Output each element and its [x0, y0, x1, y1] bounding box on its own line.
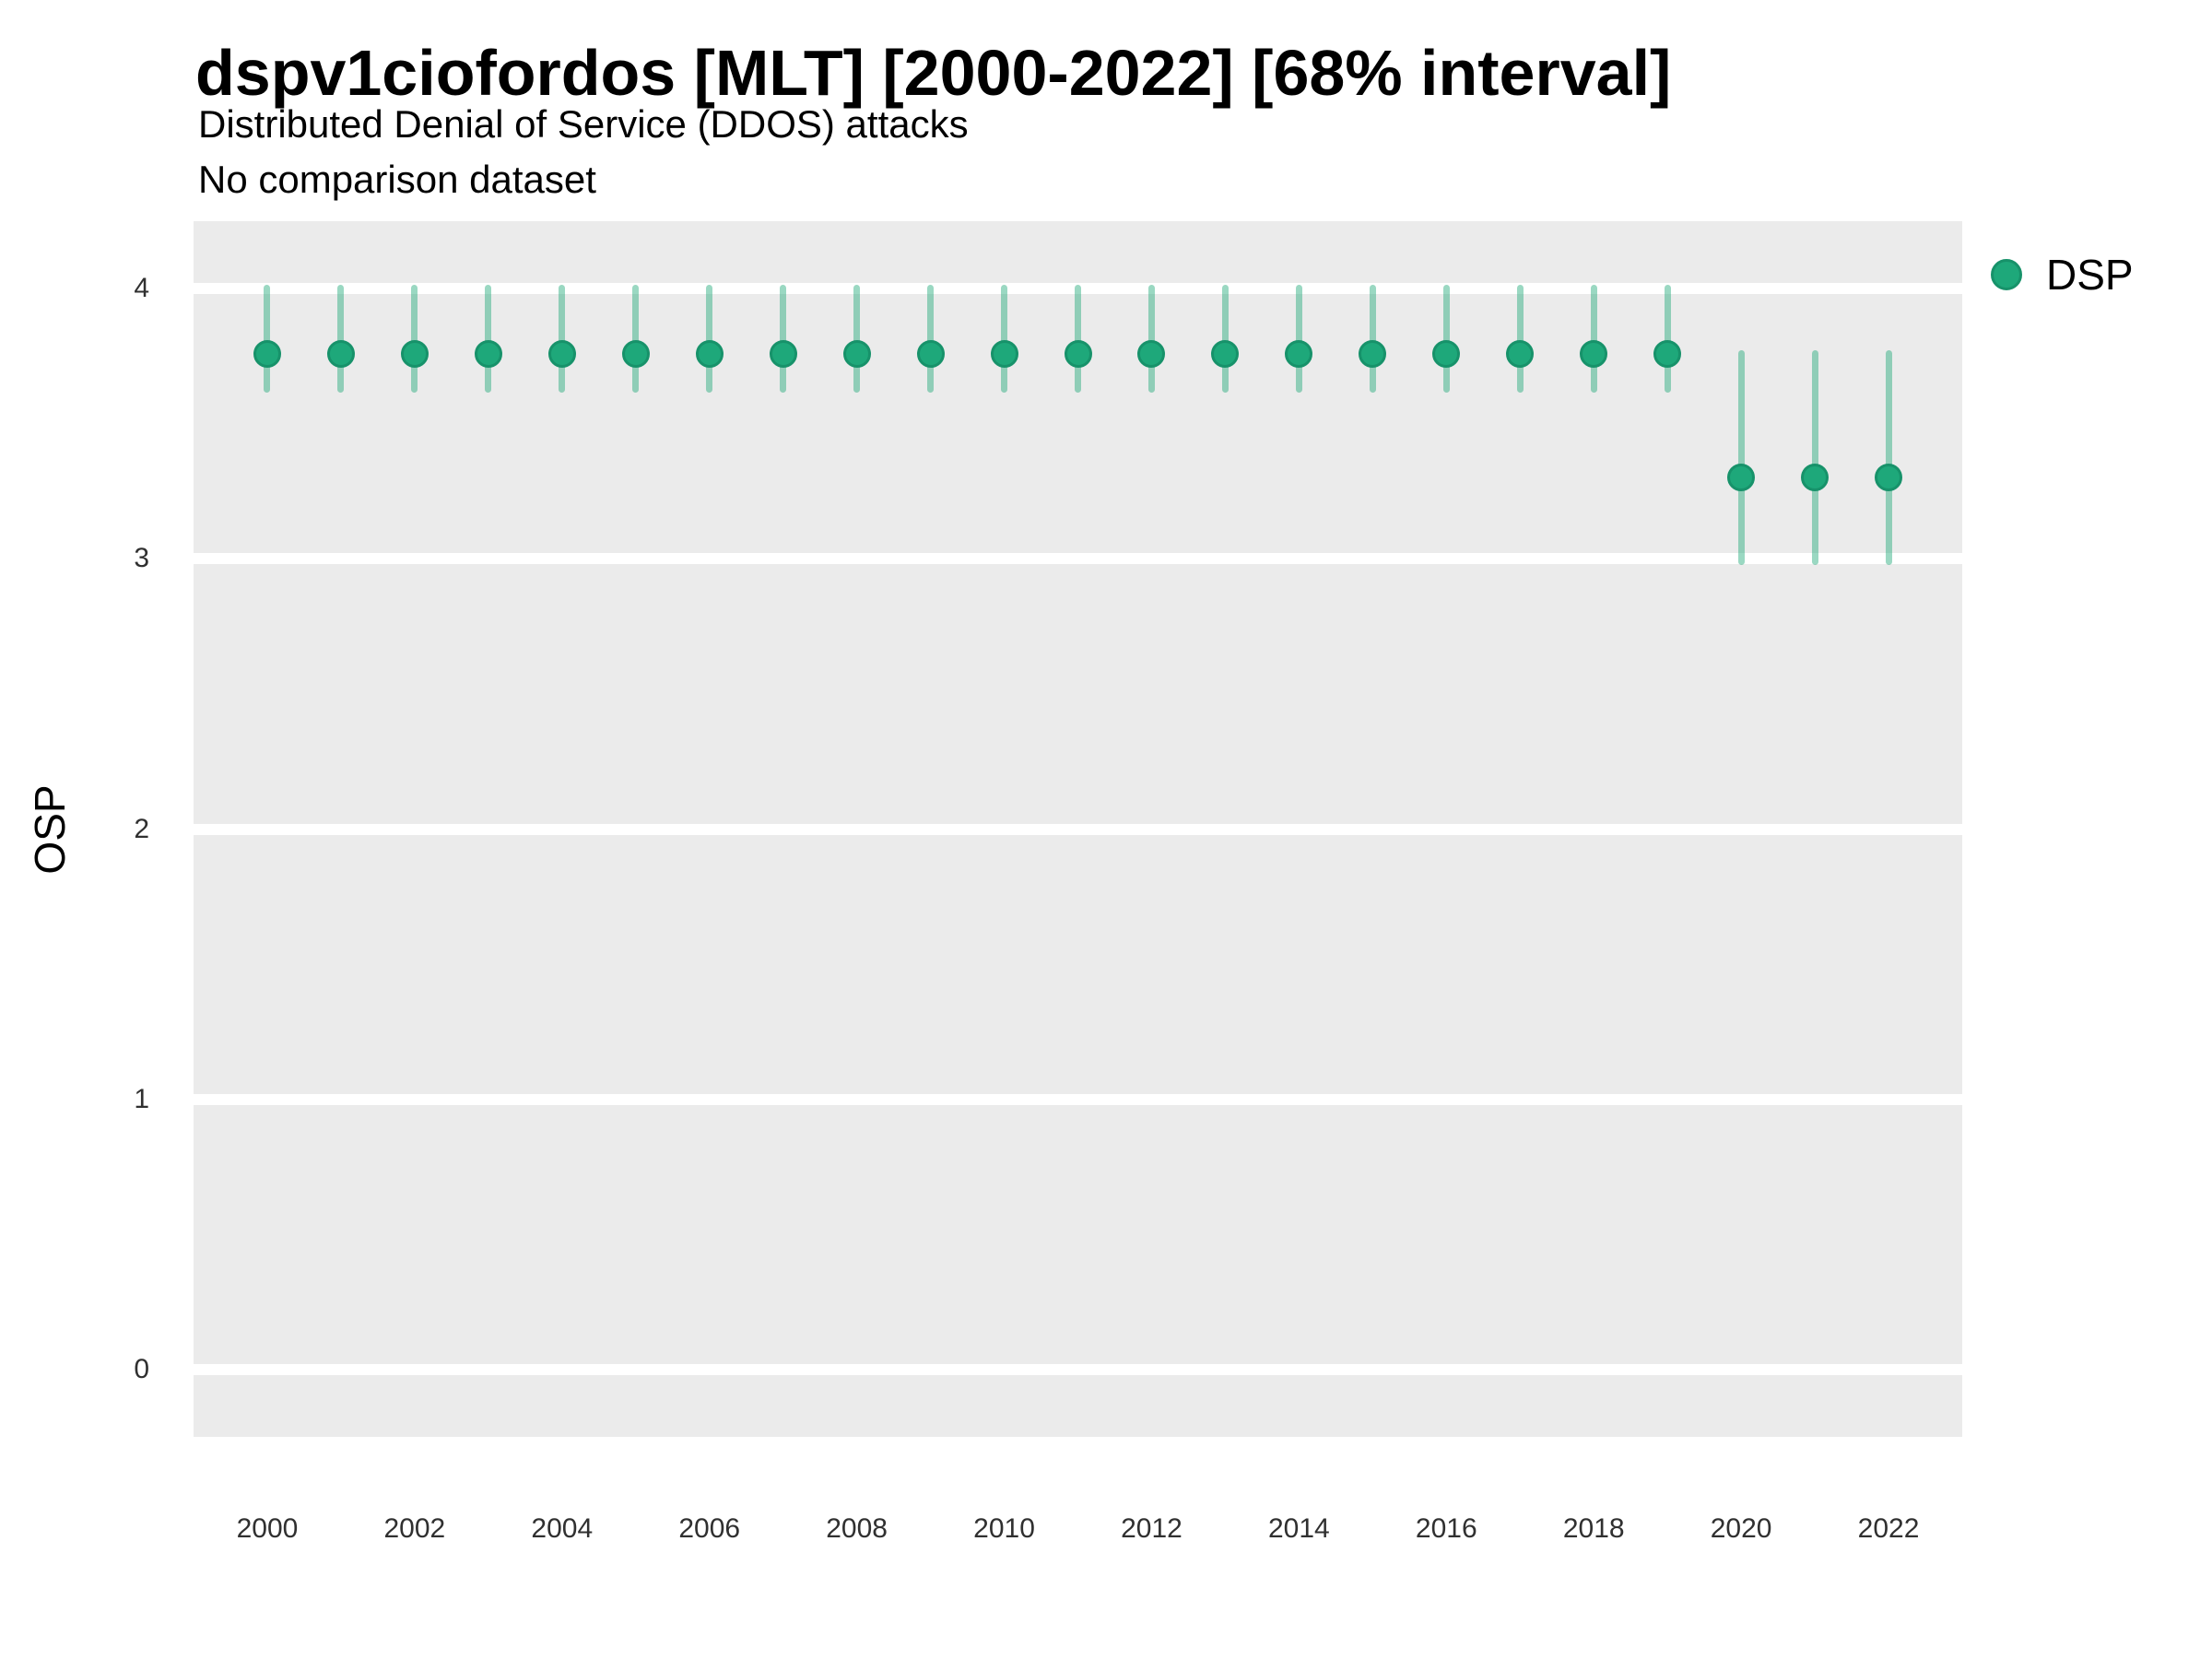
y-gridline: [194, 1093, 1962, 1105]
x-tick-label: 2008: [826, 1513, 888, 1544]
data-point: [1727, 464, 1756, 492]
interval-bar: [632, 285, 640, 393]
interval-bar: [1369, 285, 1376, 393]
x-tick-label: 2016: [1415, 1513, 1477, 1544]
data-point: [1653, 339, 1682, 368]
data-point: [1506, 339, 1535, 368]
interval-bar: [1811, 349, 1818, 566]
data-point: [1359, 339, 1387, 368]
x-tick-label: 2022: [1857, 1513, 1920, 1544]
legend-point-icon: [1991, 259, 2022, 290]
interval-bar: [1075, 285, 1081, 393]
data-point: [1875, 464, 1903, 492]
y-gridline: [194, 1363, 1962, 1375]
y-gridline: [194, 553, 1962, 565]
data-point: [695, 339, 724, 368]
chart-comparison-note: No comparison dataset: [198, 158, 596, 201]
data-point: [990, 339, 1018, 368]
interval-bar: [1590, 285, 1597, 393]
data-point: [1211, 339, 1240, 368]
interval-bar: [1737, 349, 1745, 566]
y-gridline: [194, 283, 1962, 295]
interval-bar: [1664, 285, 1671, 393]
x-tick-label: 2006: [678, 1513, 741, 1544]
y-tick-label: 4: [134, 273, 149, 304]
data-point: [326, 339, 355, 368]
interval-bar: [1001, 285, 1008, 393]
x-tick-label: 2012: [1121, 1513, 1182, 1544]
interval-bar: [337, 285, 345, 393]
x-tick-label: 2002: [383, 1513, 446, 1544]
data-point: [253, 339, 281, 368]
interval-bar: [1147, 285, 1155, 393]
chart-subtitle: Distributed Denial of Service (DDOS) att…: [198, 102, 969, 146]
y-gridline: [194, 823, 1962, 835]
data-point: [474, 339, 502, 368]
y-tick-label: 1: [134, 1083, 149, 1114]
data-point: [1064, 339, 1092, 368]
x-tick-label: 2000: [236, 1513, 299, 1544]
interval-bar: [853, 285, 861, 393]
x-tick-label: 2020: [1710, 1513, 1772, 1544]
interval-bar: [485, 285, 492, 393]
x-tick-label: 2014: [1268, 1513, 1330, 1544]
data-point: [400, 339, 429, 368]
x-tick-label: 2004: [531, 1513, 594, 1544]
interval-bar: [1442, 285, 1450, 393]
y-tick-label: 2: [134, 813, 149, 844]
data-point: [842, 339, 871, 368]
data-point: [1285, 339, 1313, 368]
data-point: [621, 339, 650, 368]
legend-item-label: DSP: [2046, 251, 2134, 299]
data-point: [769, 339, 797, 368]
data-point: [547, 339, 576, 368]
plot-panel: [194, 221, 1962, 1437]
data-point: [1580, 339, 1608, 368]
data-point: [1801, 464, 1830, 492]
data-point: [1432, 339, 1461, 368]
chart-title: dspv1ciofordos [MLT] [2000-2022] [68% in…: [195, 37, 1672, 109]
interval-bar: [780, 285, 787, 393]
data-point: [916, 339, 945, 368]
x-tick-label: 2018: [1562, 1513, 1625, 1544]
interval-bar: [559, 285, 566, 393]
interval-bar: [264, 285, 271, 393]
legend: DSP: [1991, 250, 2134, 300]
y-tick-label: 3: [134, 543, 149, 574]
interval-bar: [706, 285, 713, 393]
interval-bar: [1516, 285, 1524, 393]
interval-bar: [927, 285, 935, 393]
x-tick-label: 2010: [973, 1513, 1035, 1544]
interval-bar: [1221, 285, 1229, 393]
data-point: [1137, 339, 1166, 368]
interval-bar: [1295, 285, 1302, 393]
interval-bar: [411, 285, 418, 393]
y-tick-label: 0: [134, 1353, 149, 1384]
interval-bar: [1885, 349, 1892, 566]
